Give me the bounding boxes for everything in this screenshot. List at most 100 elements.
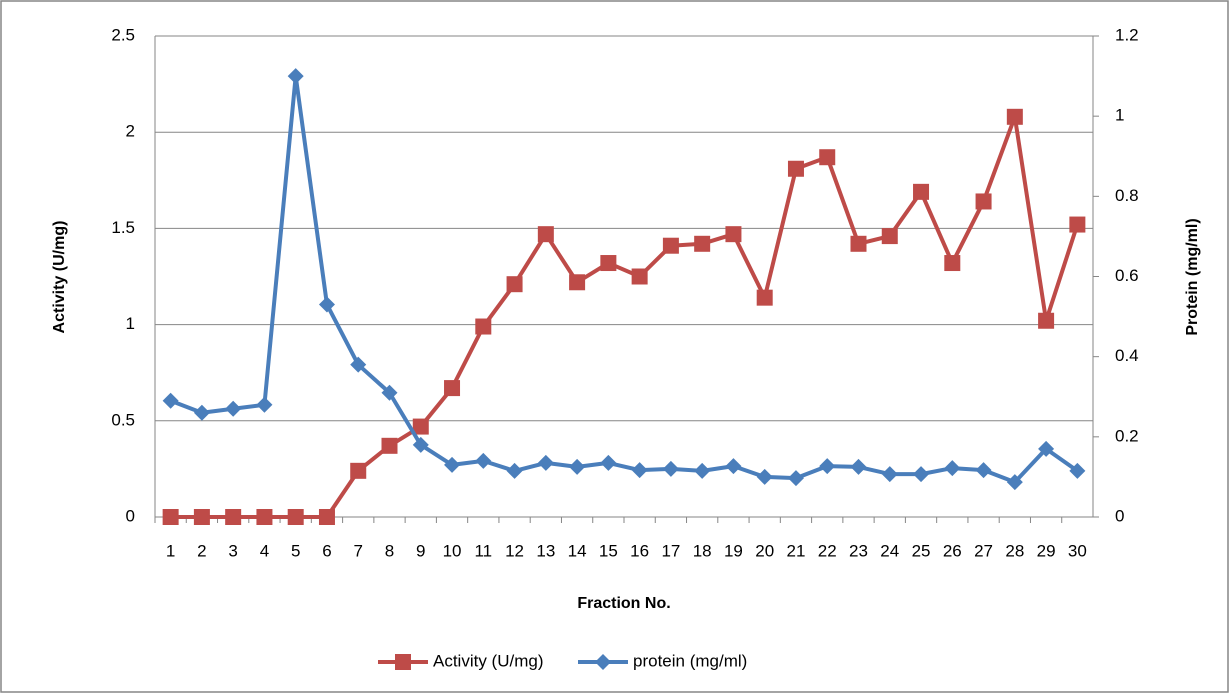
- x-tick-label: 6: [322, 541, 331, 560]
- y-tick-label: 0: [126, 506, 135, 525]
- data-point: [506, 462, 523, 479]
- data-point: [944, 255, 961, 272]
- x-tick-label: 28: [1005, 541, 1024, 560]
- x-tick-label: 3: [228, 541, 237, 560]
- x-tick-label: 14: [568, 541, 587, 560]
- data-point: [381, 384, 398, 401]
- y2-tick-label: 1.2: [1115, 25, 1139, 44]
- data-point: [975, 462, 992, 479]
- x-tick-label: 23: [849, 541, 868, 560]
- y2-tick-label: 1: [1115, 106, 1124, 125]
- data-point: [787, 470, 804, 487]
- data-point: [1038, 312, 1055, 329]
- data-point: [881, 228, 898, 245]
- data-point: [975, 193, 992, 210]
- data-point: [162, 392, 179, 409]
- x-tick-label: 13: [536, 541, 555, 560]
- data-point: [913, 466, 930, 483]
- data-point: [412, 418, 429, 435]
- x-tick-label: 15: [599, 541, 618, 560]
- x-tick-label: 12: [505, 541, 524, 560]
- data-point: [506, 276, 523, 293]
- data-point: [1006, 474, 1023, 491]
- x-tick-label: 2: [197, 541, 206, 560]
- legend-label: Activity (U/mg): [433, 651, 544, 670]
- data-point: [756, 289, 773, 306]
- x-tick-label: 4: [260, 541, 269, 560]
- data-point: [850, 458, 867, 475]
- data-point: [475, 318, 492, 335]
- data-point: [381, 437, 398, 454]
- data-point: [850, 235, 867, 252]
- data-point: [600, 255, 617, 272]
- data-point: [318, 296, 335, 313]
- data-point: [819, 149, 836, 166]
- data-point: [225, 400, 242, 417]
- data-point: [287, 509, 304, 525]
- y2-tick-label: 0.6: [1115, 266, 1139, 285]
- data-point: [256, 509, 273, 525]
- data-point: [725, 458, 742, 475]
- y-tick-label: 1.5: [111, 218, 135, 237]
- x-tick-label: 10: [443, 541, 462, 560]
- x-tick-label: 30: [1068, 541, 1087, 560]
- data-point: [569, 274, 586, 291]
- data-point: [318, 509, 335, 525]
- data-point: [631, 268, 648, 285]
- x-tick-label: 21: [787, 541, 806, 560]
- data-point: [256, 396, 273, 413]
- x-tick-label: 18: [693, 541, 712, 560]
- y-tick-label: 2.5: [111, 25, 135, 44]
- y-tick-label: 2: [126, 122, 135, 141]
- data-point: [662, 460, 679, 477]
- y-axis-title: Activity (U/mg): [51, 221, 68, 334]
- x-tick-label: 27: [974, 541, 993, 560]
- data-point: [225, 509, 242, 525]
- data-point: [444, 456, 461, 473]
- data-point: [694, 235, 711, 252]
- data-point: [537, 454, 554, 471]
- x-axis-title: Fraction No.: [577, 595, 670, 612]
- y2-tick-label: 0.4: [1115, 346, 1139, 365]
- x-tick-label: 29: [1037, 541, 1056, 560]
- data-point: [569, 458, 586, 475]
- data-point: [193, 404, 210, 421]
- data-point: [287, 68, 304, 85]
- x-tick-label: 19: [724, 541, 743, 560]
- x-tick-label: 22: [818, 541, 837, 560]
- legend-label: protein (mg/ml): [633, 651, 747, 670]
- data-point: [662, 237, 679, 254]
- data-point: [1069, 462, 1086, 479]
- x-tick-label: 7: [353, 541, 362, 560]
- x-tick-label: 9: [416, 541, 425, 560]
- data-point: [756, 468, 773, 485]
- x-tick-label: 1: [166, 541, 175, 560]
- x-tick-label: 20: [755, 541, 774, 560]
- data-point: [444, 380, 461, 397]
- y2-tick-label: 0.2: [1115, 426, 1139, 445]
- y-tick-label: 0.5: [111, 410, 135, 429]
- x-tick-label: 5: [291, 541, 300, 560]
- x-tick-label: 11: [474, 541, 492, 560]
- x-tick-label: 26: [943, 541, 962, 560]
- data-point: [631, 462, 648, 479]
- y-tick-label: 1: [126, 314, 135, 333]
- x-tick-label: 16: [630, 541, 649, 560]
- data-point: [162, 509, 179, 525]
- data-point: [537, 226, 554, 243]
- y2-axis-title: Protein (mg/ml): [1184, 218, 1201, 335]
- legend-marker: [395, 654, 411, 670]
- data-point: [350, 356, 367, 373]
- legend-marker: [595, 654, 611, 670]
- y2-tick-label: 0: [1115, 506, 1124, 525]
- data-point: [944, 460, 961, 477]
- data-point: [1006, 108, 1023, 125]
- x-tick-label: 24: [880, 541, 899, 560]
- data-point: [475, 452, 492, 469]
- data-point: [350, 462, 367, 479]
- data-point: [913, 183, 930, 200]
- x-tick-label: 17: [661, 541, 680, 560]
